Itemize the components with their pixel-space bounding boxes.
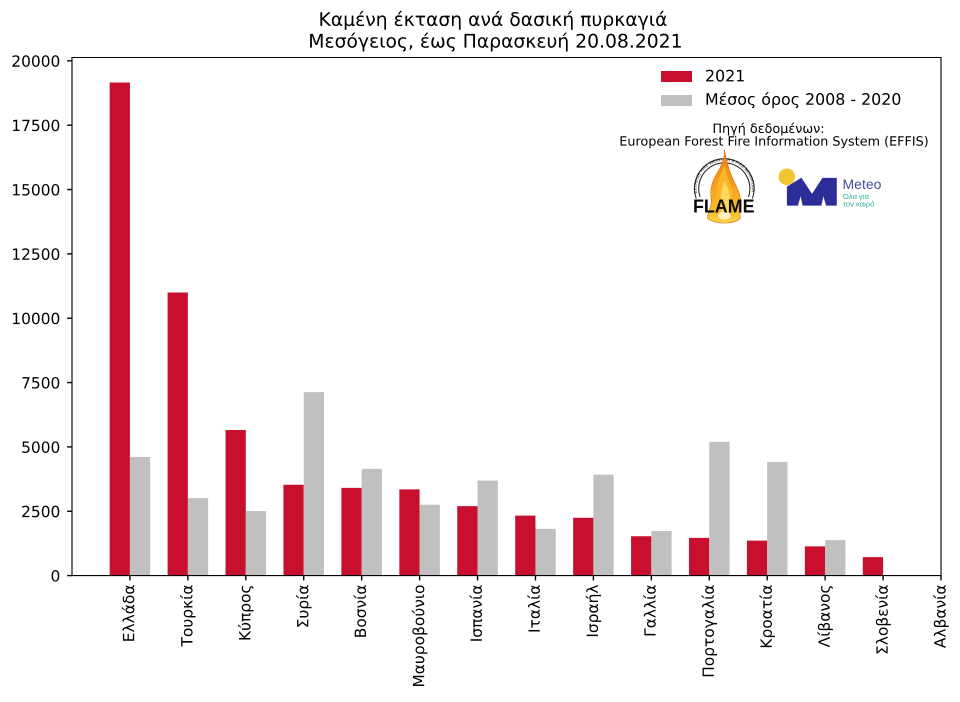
svg-text:Meteo: Meteo bbox=[843, 176, 882, 192]
svg-text:Όλα για: Όλα για bbox=[842, 192, 870, 201]
svg-text:τον καιρό: τον καιρό bbox=[843, 200, 874, 209]
svg-text:FLAME: FLAME bbox=[693, 195, 755, 216]
